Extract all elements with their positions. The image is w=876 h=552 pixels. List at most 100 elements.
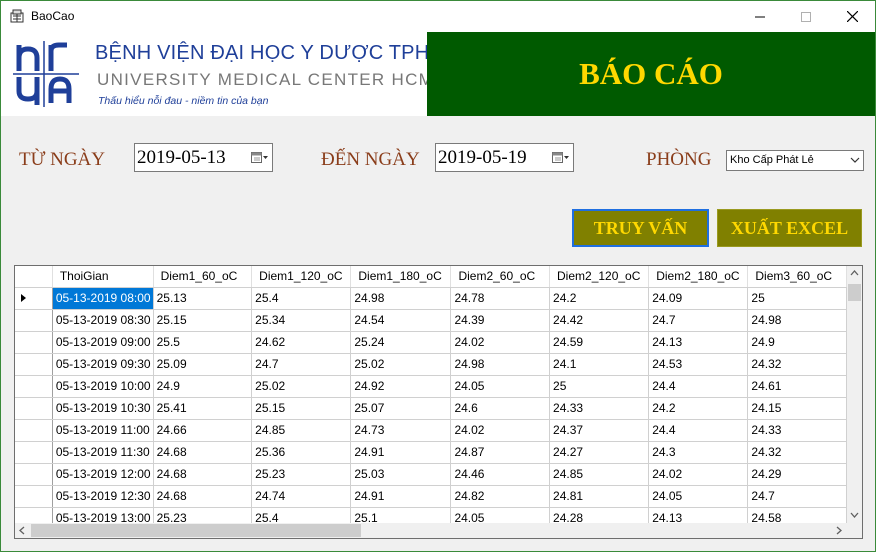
value-cell[interactable]: 24.29	[747, 463, 847, 486]
value-cell[interactable]: 25.1	[350, 507, 452, 523]
value-cell[interactable]: 24.27	[549, 441, 650, 464]
table-row[interactable]: 05-13-2019 11:30 24.68 25.36 24.91 24.87 24.2…	[15, 441, 847, 464]
row-header[interactable]	[15, 331, 53, 354]
table-row[interactable]: 05-13-2019 12:30 24.68 24.74 24.91 24.82 24.8…	[15, 485, 847, 508]
value-cell[interactable]: 25	[549, 375, 650, 398]
value-cell[interactable]: 24.9	[153, 375, 253, 398]
value-cell[interactable]: 24.33	[747, 419, 847, 442]
row-header[interactable]	[15, 419, 53, 442]
row-header[interactable]	[15, 397, 53, 420]
value-cell[interactable]: 24.7	[747, 485, 847, 508]
scroll-left-icon[interactable]	[19, 526, 25, 535]
value-cell[interactable]: 24.05	[450, 507, 551, 523]
value-cell[interactable]: 24.32	[747, 441, 847, 464]
value-cell[interactable]: 24.7	[251, 353, 352, 376]
value-cell[interactable]: 25.36	[251, 441, 352, 464]
row-header[interactable]	[15, 485, 53, 508]
timestamp-cell[interactable]: 05-13-2019 09:00	[52, 331, 154, 354]
column-header[interactable]: Diem2_60_oC	[450, 266, 551, 288]
value-cell[interactable]: 24.02	[450, 331, 551, 354]
value-cell[interactable]: 24.82	[450, 485, 551, 508]
value-cell[interactable]: 24.05	[450, 375, 551, 398]
scroll-down-icon[interactable]	[850, 512, 859, 518]
value-cell[interactable]: 24.09	[648, 287, 749, 310]
value-cell[interactable]: 24.98	[747, 309, 847, 332]
value-cell[interactable]: 24.74	[251, 485, 352, 508]
value-cell[interactable]: 24.6	[450, 397, 551, 420]
column-header[interactable]: Diem1_60_oC	[153, 266, 253, 288]
table-row[interactable]: 05-13-2019 13:00 25.23 25.4 25.1 24.05 24.28 2…	[15, 507, 847, 523]
value-cell[interactable]: 25.4	[251, 287, 352, 310]
value-cell[interactable]: 24.32	[747, 353, 847, 376]
timestamp-cell[interactable]: 05-13-2019 10:00	[52, 375, 154, 398]
maximize-button[interactable]	[783, 1, 829, 32]
value-cell[interactable]: 24.33	[549, 397, 650, 420]
table-row[interactable]: 05-13-2019 10:30 25.41 25.15 25.07 24.6 24.33…	[15, 397, 847, 420]
value-cell[interactable]: 24.13	[648, 331, 749, 354]
value-cell[interactable]: 24.4	[648, 419, 749, 442]
value-cell[interactable]: 24.02	[648, 463, 749, 486]
value-cell[interactable]: 25.07	[350, 397, 452, 420]
value-cell[interactable]: 25.23	[251, 463, 352, 486]
room-select[interactable]: Kho Cấp Phát Lẻ	[726, 150, 864, 171]
value-cell[interactable]: 25.23	[153, 507, 253, 523]
scroll-up-icon[interactable]	[850, 270, 859, 276]
value-cell[interactable]: 24.85	[251, 419, 352, 442]
data-grid[interactable]: ThoiGian Diem1_60_oC Diem1_120_oC Diem1_180…	[14, 265, 863, 539]
table-row[interactable]: 05-13-2019 08:30 25.15 25.34 24.54 24.39 24.4…	[15, 309, 847, 332]
value-cell[interactable]: 24.58	[747, 507, 847, 523]
value-cell[interactable]: 25.02	[350, 353, 452, 376]
column-header[interactable]: Diem1_180_oC	[350, 266, 452, 288]
value-cell[interactable]: 24.15	[747, 397, 847, 420]
timestamp-cell[interactable]: 05-13-2019 12:00	[52, 463, 154, 486]
table-row[interactable]: 05-13-2019 11:00 24.66 24.85 24.73 24.02 24.3…	[15, 419, 847, 442]
column-header[interactable]: ThoiGian	[52, 266, 154, 288]
export-excel-button[interactable]: XUẤT EXCEL	[717, 209, 862, 247]
table-row[interactable]: 05-13-2019 09:00 25.5 24.62 25.24 24.02 24.59…	[15, 331, 847, 354]
value-cell[interactable]: 24.42	[549, 309, 650, 332]
value-cell[interactable]: 25.4	[251, 507, 352, 523]
grid-corner-header[interactable]	[15, 266, 53, 288]
timestamp-cell[interactable]: 05-13-2019 11:30	[52, 441, 154, 464]
column-header[interactable]: Diem2_120_oC	[549, 266, 650, 288]
table-row[interactable]: 05-13-2019 09:30 25.09 24.7 25.02 24.98 24.1 2…	[15, 353, 847, 376]
value-cell[interactable]: 24.81	[549, 485, 650, 508]
value-cell[interactable]: 24.05	[648, 485, 749, 508]
value-cell[interactable]: 25.03	[350, 463, 452, 486]
table-row[interactable]: 05-13-2019 12:00 24.68 25.23 25.03 24.46 24.8…	[15, 463, 847, 486]
value-cell[interactable]: 24.91	[350, 441, 452, 464]
value-cell[interactable]: 24.28	[549, 507, 650, 523]
to-date-picker[interactable]: 2019-05-19	[435, 143, 574, 172]
value-cell[interactable]: 24.46	[450, 463, 551, 486]
value-cell[interactable]: 24.66	[153, 419, 253, 442]
value-cell[interactable]: 24.1	[549, 353, 650, 376]
timestamp-cell[interactable]: 05-13-2019 10:30	[52, 397, 154, 420]
value-cell[interactable]: 24.92	[350, 375, 452, 398]
vertical-scrollbar[interactable]	[847, 266, 862, 523]
value-cell[interactable]: 24.68	[153, 463, 253, 486]
value-cell[interactable]: 25.15	[153, 309, 253, 332]
value-cell[interactable]: 24.54	[350, 309, 452, 332]
from-date-picker[interactable]: 2019-05-13	[134, 143, 273, 172]
value-cell[interactable]: 24.39	[450, 309, 551, 332]
value-cell[interactable]: 24.91	[350, 485, 452, 508]
vertical-scroll-thumb[interactable]	[848, 284, 861, 301]
minimize-button[interactable]	[737, 1, 783, 32]
value-cell[interactable]: 24.59	[549, 331, 650, 354]
close-button[interactable]	[829, 1, 875, 32]
value-cell[interactable]: 25.15	[251, 397, 352, 420]
scroll-right-icon[interactable]	[836, 526, 842, 535]
column-header[interactable]: Diem2_180_oC	[648, 266, 749, 288]
value-cell[interactable]: 25.34	[251, 309, 352, 332]
value-cell[interactable]: 25.41	[153, 397, 253, 420]
row-header[interactable]	[15, 375, 53, 398]
value-cell[interactable]: 24.13	[648, 507, 749, 523]
value-cell[interactable]: 25.5	[153, 331, 253, 354]
calendar-dropdown-icon[interactable]	[251, 151, 269, 165]
column-header[interactable]: Diem1_120_oC	[251, 266, 352, 288]
value-cell[interactable]: 24.2	[549, 287, 650, 310]
timestamp-cell[interactable]: 05-13-2019 08:30	[52, 309, 154, 332]
timestamp-cell[interactable]: 05-13-2019 11:00	[52, 419, 154, 442]
value-cell[interactable]: 24.9	[747, 331, 847, 354]
value-cell[interactable]: 25.24	[350, 331, 452, 354]
